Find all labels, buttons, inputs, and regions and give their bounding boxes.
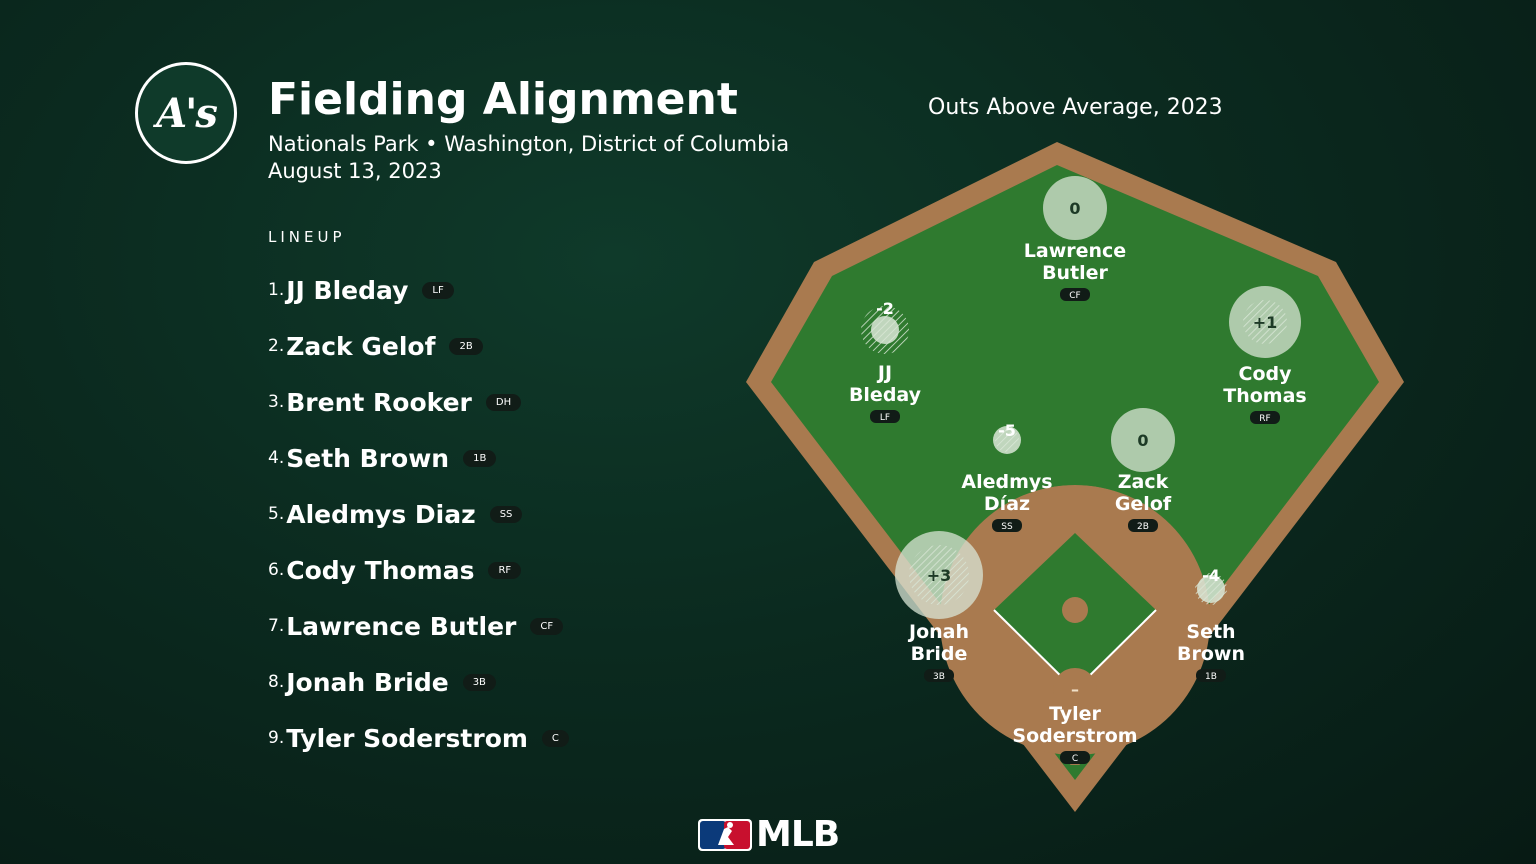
lineup-label: LINEUP <box>268 228 346 246</box>
fielder-last-name: Díaz <box>984 493 1030 515</box>
lineup-number: 7. <box>268 616 285 636</box>
lineup-player-name: Zack Gelof <box>286 331 436 361</box>
oaa-value-label: -5 <box>998 421 1016 440</box>
lineup-position-badge: 3B <box>462 673 496 691</box>
lineup-player-name: Aledmys Diaz <box>286 499 476 529</box>
fielder-first-name: Aledmys <box>961 471 1052 493</box>
lineup-position-badge: DH <box>485 393 522 411</box>
oaa-bubble <box>1111 408 1175 472</box>
page-title: Fielding Alignment <box>268 74 738 125</box>
fielder-last-name: Bleday <box>849 384 922 406</box>
oaa-value-label: +3 <box>927 566 952 585</box>
oaa-value-label: 0 <box>1137 431 1148 450</box>
logo-text: A's <box>156 89 218 137</box>
fielder-position-label: 2B <box>1137 522 1149 532</box>
fielder-first-name: Zack <box>1118 471 1169 493</box>
lineup-player-name: Jonah Bride <box>286 667 449 697</box>
lineup-item: 2. Zack Gelof 2B <box>268 318 569 374</box>
oaa-value-label: -4 <box>1202 566 1220 585</box>
fielder-last-name: Thomas <box>1223 385 1306 407</box>
lineup-player-name: Tyler Soderstrom <box>286 723 528 753</box>
lineup-position-badge: RF <box>488 561 522 579</box>
fielder-first-name: Tyler <box>1049 703 1101 725</box>
fielder-first-name: JJ <box>876 362 892 384</box>
oaa-value-label: 0 <box>1069 199 1080 218</box>
lineup-number: 1. <box>268 280 285 300</box>
lineup-position-badge: 2B <box>449 337 483 355</box>
fielder-first-name: Jonah <box>907 621 969 643</box>
mlb-brand-text: MLB <box>756 814 840 855</box>
lineup-player-name: Brent Rooker <box>286 387 472 417</box>
fielder-last-name: Soderstrom <box>1012 725 1137 747</box>
lineup-position-badge: CF <box>530 617 564 635</box>
lineup-number: 5. <box>268 504 285 524</box>
lineup-position-badge: LF <box>422 281 454 299</box>
lineup-item: 1. JJ Bleday LF <box>268 262 569 318</box>
lineup-item: 7. Lawrence Butler CF <box>268 598 569 654</box>
fielder-position-badge <box>992 519 1022 532</box>
fielder-last-name: Brown <box>1177 643 1245 665</box>
fielder-last-name: Butler <box>1042 262 1108 284</box>
lineup-item: 4. Seth Brown 1B <box>268 430 569 486</box>
oaa-bubble-core <box>909 545 969 605</box>
fielder-position-label: LF <box>880 413 890 423</box>
oaa-bubble-core <box>871 316 899 344</box>
fielder-position-label: CF <box>1069 291 1080 301</box>
lineup-player-name: JJ Bleday <box>286 275 409 305</box>
lineup-player-name: Cody Thomas <box>286 555 475 585</box>
lineup-number: 2. <box>268 336 285 356</box>
fielder-first-name: Seth <box>1186 621 1235 643</box>
mlb-batter-icon <box>698 818 752 851</box>
game-date: August 13, 2023 <box>268 159 442 183</box>
lineup-item: 8. Jonah Bride 3B <box>268 654 569 710</box>
lineup-item: 6. Cody Thomas RF <box>268 542 569 598</box>
mlb-logo: MLB <box>698 814 840 855</box>
lineup-list: 1. JJ Bleday LF 2. Zack Gelof 2B 3. Brent Roo… <box>268 262 569 766</box>
oaa-bubble-core <box>993 426 1021 454</box>
fielder-last-name: Bride <box>911 643 968 665</box>
lineup-position-badge: C <box>541 729 569 747</box>
oaa-value-label: +1 <box>1253 313 1278 332</box>
fielder-position-label: RF <box>1259 414 1270 424</box>
venue-subtitle: Nationals Park • Washington, District of… <box>268 132 790 156</box>
lineup-number: 4. <box>268 448 285 468</box>
oaa-value-label: -2 <box>876 299 894 318</box>
lineup-item: 9. Tyler Soderstrom C <box>268 710 569 766</box>
fielder-position-label: 3B <box>933 672 945 682</box>
fielder-first-name: Lawrence <box>1024 240 1126 262</box>
fielder-last-name: Gelof <box>1115 493 1172 515</box>
oaa-bubble <box>1043 176 1107 240</box>
fielder-position-label: C <box>1072 754 1078 764</box>
lineup-position-badge: SS <box>489 505 523 523</box>
fielder-first-name: Cody <box>1239 363 1293 385</box>
athletics-logo: A's <box>135 62 237 164</box>
oaa-value-label: – <box>1071 680 1079 699</box>
lineup-number: 3. <box>268 392 285 412</box>
fielder-position-badge <box>924 669 954 682</box>
fielder-position-label: SS <box>1001 522 1013 532</box>
fielder-position-label: 1B <box>1205 672 1217 682</box>
fielder-position-badge <box>1060 288 1090 301</box>
lineup-number: 6. <box>268 560 285 580</box>
pitchers-mound <box>1062 597 1088 623</box>
lineup-number: 8. <box>268 672 285 692</box>
lineup-player-name: Lawrence Butler <box>286 611 517 641</box>
fielder-position-badge <box>1060 751 1090 764</box>
lineup-item: 5. Aledmys Diaz SS <box>268 486 569 542</box>
oaa-bubble-core <box>1197 575 1225 603</box>
oaa-bubble-core <box>1243 300 1287 344</box>
lineup-item: 3. Brent Rooker DH <box>268 374 569 430</box>
oaa-title: Outs Above Average, 2023 <box>928 95 1223 120</box>
fielder-position-badge <box>870 410 900 423</box>
lineup-number: 9. <box>268 728 285 748</box>
home-plate-circle <box>1053 668 1097 712</box>
lineup-player-name: Seth Brown <box>286 443 450 473</box>
outfield-grass <box>771 165 1379 780</box>
fielder-position-badge <box>1196 669 1226 682</box>
fielder-position-badge <box>1250 411 1280 424</box>
lineup-position-badge: 1B <box>463 449 497 467</box>
fielder-position-badge <box>1128 519 1158 532</box>
